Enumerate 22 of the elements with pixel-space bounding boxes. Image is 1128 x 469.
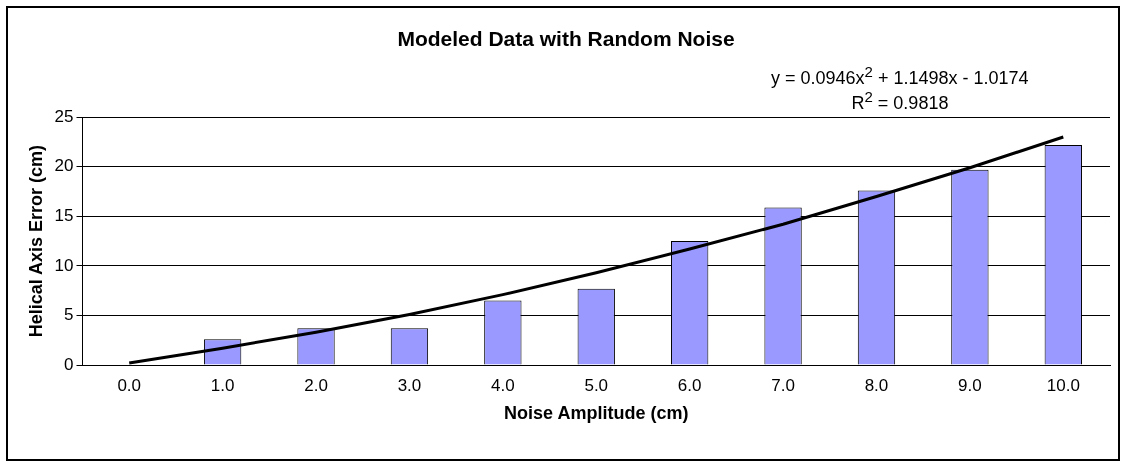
- y-tick-label: 15: [54, 206, 74, 226]
- text: y = 0.0946x$^{2}$ + 1.1498x - 1.0174: [771, 63, 1029, 90]
- y-tick-label: 20: [54, 156, 74, 176]
- y-tick-label: 0: [64, 354, 74, 374]
- chart-title: Modeled Data with Random Noise: [397, 27, 735, 51]
- x-tick-label: 0.0: [117, 375, 142, 395]
- x-tick-label: 3.0: [397, 375, 422, 395]
- x-tick-label: 8.0: [864, 375, 889, 395]
- y-axis-title: Helical Axis Error (cm): [25, 144, 46, 338]
- x-tick-label: 5.0: [584, 375, 609, 395]
- y-tick-label: 5: [64, 305, 74, 325]
- x-axis-title: Noise Amplitude (cm): [504, 403, 689, 424]
- x-tick-label: 4.0: [491, 375, 515, 395]
- x-tick-label: 7.0: [771, 375, 795, 395]
- x-tick-label: 1.0: [210, 375, 235, 395]
- text: R$^{2}$ = 0.9818: [851, 88, 949, 115]
- x-tick-label: 6.0: [677, 375, 702, 395]
- x-tick-label: 2.0: [304, 375, 328, 395]
- x-tick-label: 9.0: [958, 375, 982, 395]
- x-tick-label: 10.0: [1046, 375, 1080, 395]
- y-tick-label: 10: [54, 255, 74, 275]
- y-tick-label: 25: [54, 106, 74, 126]
